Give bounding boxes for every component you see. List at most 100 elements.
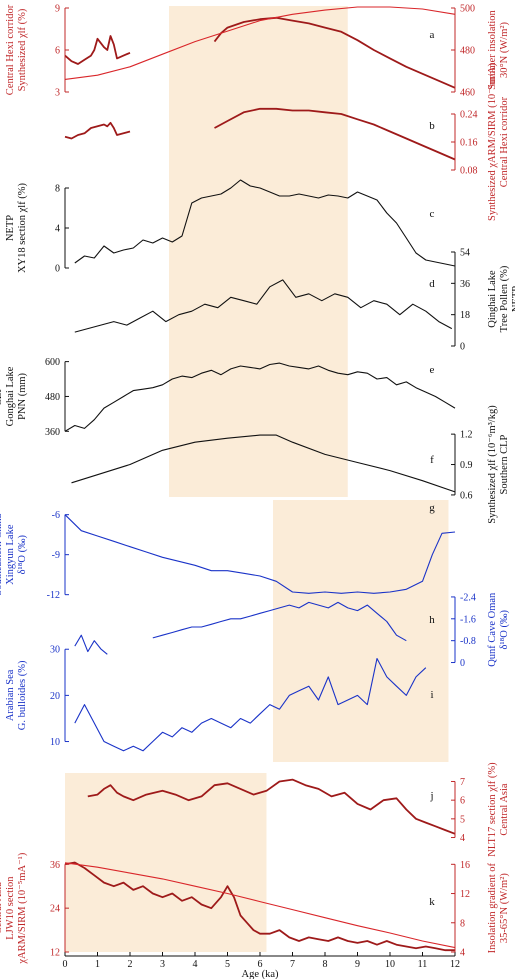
panel-k-right-tick-label: 8 (460, 918, 465, 929)
series-layer (64, 6, 456, 952)
panel-e-left-tick-label: 480 (45, 392, 60, 403)
panel-b-series-2 (214, 107, 456, 161)
panel-j-right-tick-label: 5 (460, 814, 465, 825)
panel-h-right-axis-label: δ¹⁸O (‰) (499, 610, 510, 650)
x-tick-label-7: 7 (290, 959, 295, 970)
x-tick-label-8: 8 (323, 959, 328, 970)
panel-a-right-tick-label: 480 (460, 46, 475, 57)
panel-c-left-tick-label: 0 (55, 264, 60, 275)
panel-c-left-tick-label: 8 (55, 184, 60, 195)
panel-a-left-tick-label: 6 (55, 46, 60, 57)
label-layer: Age (ka)Central Hexi corridor Synthesized… (0, 4, 515, 979)
panel-i-series-1 (74, 657, 427, 752)
panel-f-series-1 (71, 434, 456, 493)
panel-k-right-tick-label: 4 (460, 948, 465, 959)
panel-j-right-axis-label: NLT17 section χlf (%) (487, 762, 498, 857)
panel-i-left-tick-label: 10 (50, 737, 60, 748)
panel-h-right-tick-label: -2.4 (460, 592, 476, 603)
panel-e-left-tick-label: 600 (45, 357, 60, 368)
panel-k-series-2 (64, 862, 456, 949)
panel-k-right-axis-label: 35-65°N (W/m²) (499, 873, 510, 944)
panel-k-series-1 (64, 861, 455, 952)
panel-k-left-tick-label: 36 (50, 860, 60, 871)
panel-label-e: e (430, 364, 435, 376)
x-tick-label-10: 10 (385, 959, 395, 970)
panel-label-k: k (429, 896, 435, 908)
panel-c-left-tick-label: 4 (55, 224, 60, 235)
panel-g-left-axis-label: Southeastern China (0, 513, 4, 595)
x-tick-label-11: 11 (418, 959, 428, 970)
panel-j-right-axis-label: Central Asia (499, 783, 510, 836)
panel-d-right-tick-label: 54 (460, 248, 470, 259)
panel-j-right-tick-label: 4 (460, 833, 465, 844)
panel-b-right-tick-label: 0.16 (460, 138, 478, 149)
panel-label-g: g (429, 502, 435, 514)
panel-d-series-1 (74, 279, 453, 333)
panel-k-right-axis-label: Insolation gradient of (487, 862, 498, 953)
panel-g-left-tick-label: -12 (47, 590, 60, 601)
panel-h-right-tick-label: -1.6 (460, 614, 476, 625)
panel-g-left-tick-label: -9 (52, 550, 60, 561)
panel-j-right-tick-label: 6 (460, 796, 465, 807)
panel-b-right-tick-label: 0.08 (460, 166, 478, 177)
panel-label-i: i (430, 689, 433, 701)
panel-d-right-axis-label: NETP (511, 286, 515, 312)
panel-b-right-tick-label: 0.24 (460, 110, 478, 121)
panel-a-right-tick-label: 500 (460, 4, 475, 15)
shading-layer (65, 6, 449, 952)
panel-a-series-2 (213, 16, 456, 89)
panel-h-series-1 (74, 634, 108, 655)
panel-j-series-1 (87, 778, 456, 835)
panel-k-left-axis-label: χARM/SIRM (10⁻⁵mA⁻¹) (17, 852, 28, 964)
panel-g-left-axis-label: Xingyun Lake (5, 524, 16, 585)
panel-label-c: c (430, 208, 435, 220)
panel-k-right-tick-label: 12 (460, 889, 470, 900)
panel-f-right-tick-label: 0.6 (460, 490, 473, 501)
panel-a-series-1 (64, 35, 131, 65)
panel-label-h: h (429, 614, 435, 626)
panel-label-f: f (430, 454, 434, 466)
panel-a-right-axis-label: 30°N (W/m²) (499, 21, 510, 78)
x-tick-label-0: 0 (63, 959, 68, 970)
panel-k-left-tick-label: 12 (50, 948, 60, 959)
panel-label-j: j (429, 790, 433, 802)
panel-c-left-axis-label: XY18 section χlf (%) (17, 182, 28, 273)
panel-d-right-axis-label: Qinghai Lake (487, 270, 498, 328)
x-tick-label-12: 12 (450, 959, 460, 970)
panel-a-left-axis-label: Central Hexi corridor (5, 4, 16, 95)
panel-a-left-axis-label: Synthesized χlf (%) (17, 8, 28, 91)
panel-b-series-1 (64, 121, 131, 140)
shading-band-3 (65, 773, 267, 952)
panel-a-series-3 (64, 6, 456, 80)
x-tick-label-2: 2 (128, 959, 133, 970)
panel-i-left-tick-label: 20 (50, 691, 60, 702)
panel-b-right-axis-label: Synthesized χARM/SIRM (10⁻³m/A) (487, 62, 498, 221)
panel-e-series-1 (64, 362, 456, 432)
panel-e-left-axis-label: Gonghai Lake (5, 366, 16, 426)
x-axis-label: Age (ka) (241, 969, 279, 979)
panel-d-right-axis-label: Tree Pollen (%) (499, 265, 510, 332)
panel-a-left-tick-label: 3 (55, 88, 60, 99)
panel-a-left-tick-label: 9 (55, 4, 60, 15)
panel-f-right-tick-label: 0.9 (460, 460, 473, 471)
panel-i-left-axis-label: Arabian Sea (5, 669, 16, 721)
panel-f-right-axis-label: Synthesized χlf (10⁻⁶m³/kg) (487, 405, 498, 524)
panel-f-right-axis-label: Southern CLP (499, 434, 510, 494)
panel-g-left-tick-label: -6 (52, 510, 60, 521)
x-tick-label-3: 3 (160, 959, 165, 970)
shading-band-2 (273, 500, 449, 762)
panel-label-a: a (430, 29, 435, 41)
panel-h-right-tick-label: 0 (460, 658, 465, 669)
panel-e-left-tick-label: 360 (45, 427, 60, 438)
panel-j-right-tick-label: 7 (460, 777, 465, 788)
x-tick-label-9: 9 (355, 959, 360, 970)
x-tick-label-6: 6 (258, 959, 263, 970)
x-tick-label-1: 1 (95, 959, 100, 970)
panel-d-right-tick-label: 18 (460, 310, 470, 321)
panel-g-left-axis-label: δ¹⁸O (‰) (17, 534, 28, 574)
x-tick-label-5: 5 (225, 959, 230, 970)
panel-h-series-2 (152, 601, 407, 642)
panel-k-left-tick-label: 24 (50, 904, 60, 915)
panel-f-right-tick-label: 1.2 (460, 430, 473, 441)
